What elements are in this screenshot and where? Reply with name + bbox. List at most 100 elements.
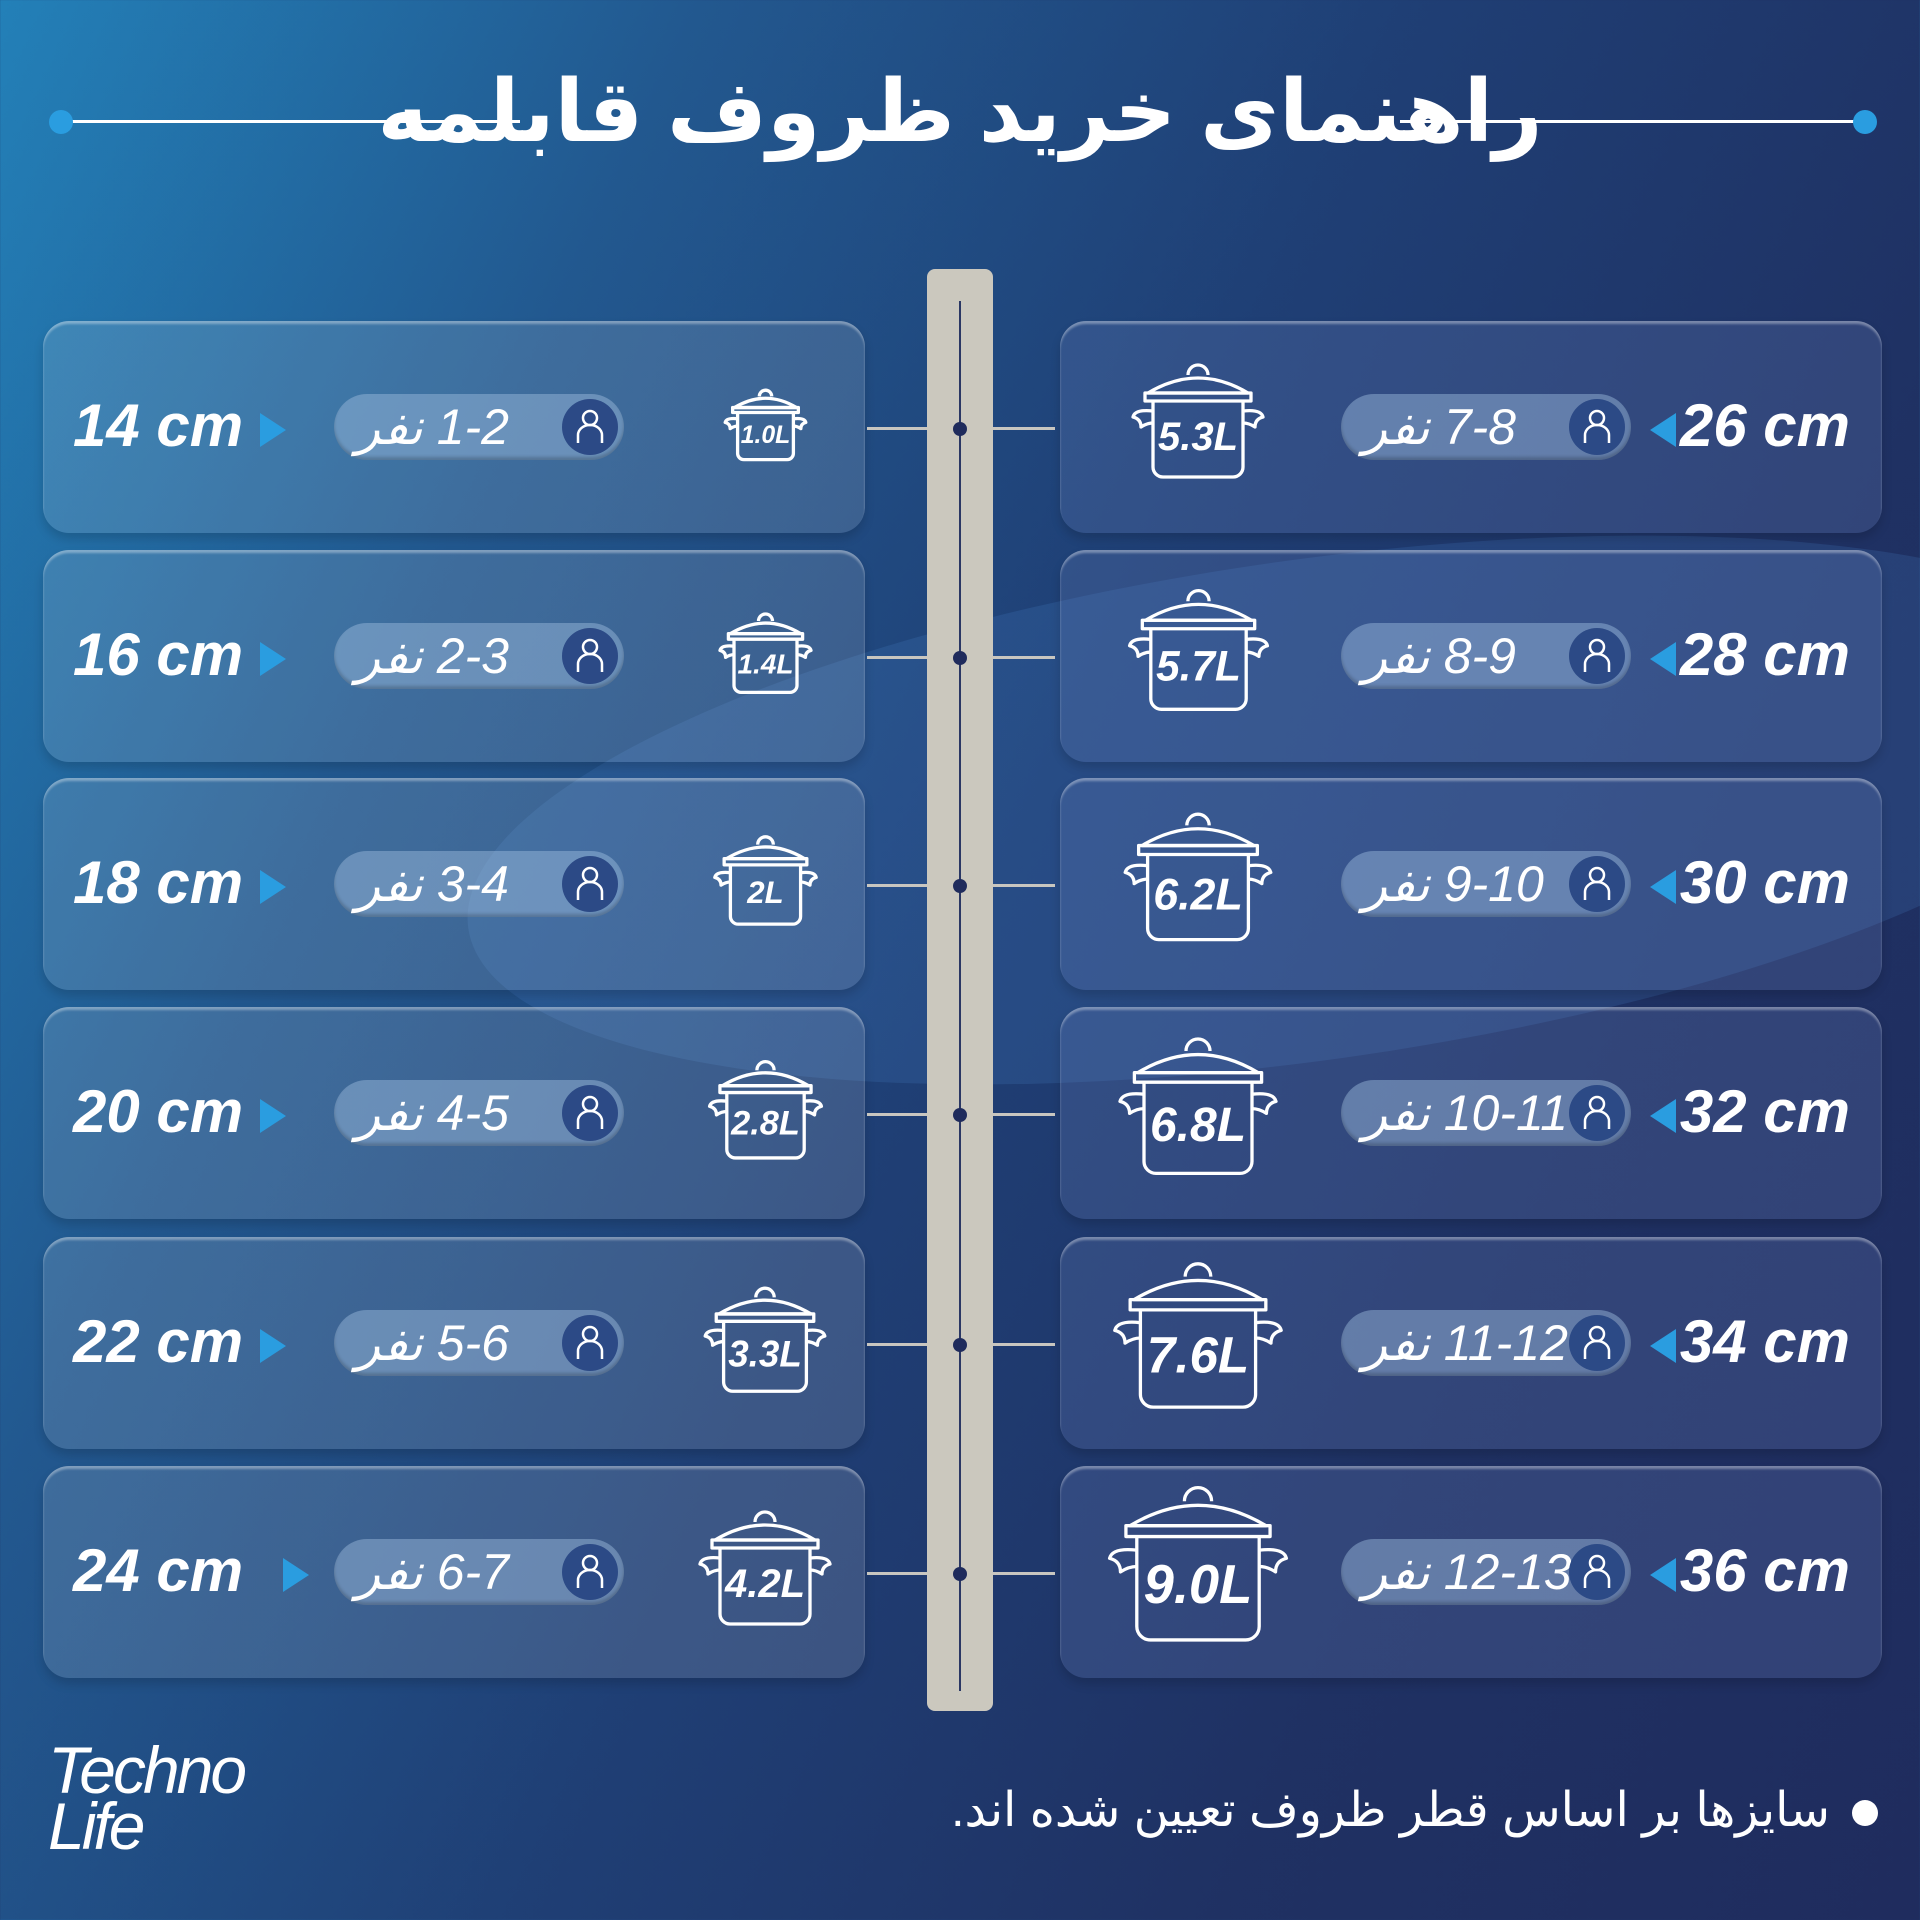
diameter-label: 18 cm <box>73 849 244 916</box>
triangle-arrow-icon <box>260 870 286 904</box>
size-card-right: 9.0L 12-13 نفر 36 cm <box>1060 1466 1882 1678</box>
servings-label: 4-5 نفر <box>356 1085 509 1141</box>
pot-volume-label: 7.6L <box>1147 1326 1249 1383</box>
diameter-label: 36 cm <box>1679 1537 1850 1604</box>
connector-line <box>867 884 927 887</box>
pot-volume-label: 6.2L <box>1153 870 1243 920</box>
techno-life-logo: Techno Life <box>48 1733 247 1863</box>
pot-volume-label: 3.3L <box>728 1333 802 1374</box>
page-title-text: راهنمای خرید ظروف قابلمه <box>377 64 1543 160</box>
pot-volume-label: 5.7L <box>1156 642 1241 689</box>
person-icon <box>562 399 618 455</box>
connector-line <box>867 1572 927 1575</box>
size-card-right: 5.3L 7-8 نفر 26 cm <box>1060 321 1882 533</box>
servings-pill: 12-13 نفر <box>1341 1539 1631 1605</box>
servings-label: 5-6 نفر <box>356 1315 509 1371</box>
footnote: سایزها بر اساس قطر ظروف تعیین شده اند. <box>951 1784 1830 1837</box>
person-icon <box>562 1085 618 1141</box>
page-title: راهنمای خرید ظروف قابلمه <box>0 62 1920 162</box>
person-icon <box>562 1315 618 1371</box>
person-icon <box>562 1544 618 1600</box>
person-icon <box>1569 856 1625 912</box>
pillar-node <box>953 422 967 436</box>
pillar-node <box>953 651 967 665</box>
servings-label: 7-8 نفر <box>1363 399 1516 455</box>
pot-icon: 1.0L <box>719 384 812 470</box>
pot-icon: 6.2L <box>1114 803 1282 954</box>
pillar-node <box>953 1338 967 1352</box>
pot-icon: 2L <box>707 829 824 935</box>
size-card-left: 20 cm 4-5 نفر 2.8L <box>43 1007 865 1219</box>
servings-label: 12-13 نفر <box>1363 1544 1572 1600</box>
size-card-right: 6.8L 10-11 نفر 32 cm <box>1060 1007 1882 1219</box>
person-icon <box>562 628 618 684</box>
diameter-label: 22 cm <box>73 1308 244 1375</box>
pillar-node <box>953 1108 967 1122</box>
title-line-left <box>70 120 520 123</box>
servings-pill: 7-8 نفر <box>1341 394 1631 460</box>
servings-pill: 5-6 نفر <box>334 1310 624 1376</box>
connector-line <box>867 1343 927 1346</box>
triangle-arrow-icon <box>1650 1329 1676 1363</box>
diameter-label: 16 cm <box>73 621 244 688</box>
diameter-label: 24 cm <box>73 1537 244 1604</box>
logo-line2: Life <box>48 1789 145 1863</box>
servings-label: 2-3 نفر <box>356 628 509 684</box>
connector-line <box>993 884 1055 887</box>
pot-icon: 5.7L <box>1119 580 1278 723</box>
servings-pill: 2-3 نفر <box>334 623 624 689</box>
size-card-left: 24 cm 6-7 نفر 4.2L <box>43 1466 865 1678</box>
triangle-arrow-icon <box>260 413 286 447</box>
person-icon <box>1569 1544 1625 1600</box>
servings-pill: 8-9 نفر <box>1341 623 1631 689</box>
bullet-icon <box>1852 1800 1878 1826</box>
diameter-label: 14 cm <box>73 392 244 459</box>
servings-label: 10-11 نفر <box>1363 1085 1568 1141</box>
pot-volume-label: 1.0L <box>740 421 790 448</box>
pillar-node <box>953 1567 967 1581</box>
triangle-arrow-icon <box>283 1558 309 1592</box>
connector-line <box>993 1572 1055 1575</box>
triangle-arrow-icon <box>260 1099 286 1133</box>
servings-pill: 6-7 نفر <box>334 1539 624 1605</box>
triangle-arrow-icon <box>1650 1558 1676 1592</box>
size-card-right: 7.6L 11-12 نفر 34 cm <box>1060 1237 1882 1449</box>
pillar-node <box>953 879 967 893</box>
servings-pill: 11-12 نفر <box>1341 1310 1631 1376</box>
pot-volume-label: 5.3L <box>1158 415 1238 459</box>
connector-line <box>867 656 927 659</box>
servings-pill: 1-2 نفر <box>334 394 624 460</box>
servings-pill: 4-5 نفر <box>334 1080 624 1146</box>
connector-line <box>867 427 927 430</box>
person-icon <box>562 856 618 912</box>
size-card-left: 22 cm 5-6 نفر 3.3L <box>43 1237 865 1449</box>
size-card-left: 18 cm 3-4 نفر 2L <box>43 778 865 990</box>
servings-pill: 10-11 نفر <box>1341 1080 1631 1146</box>
connector-line <box>993 1343 1055 1346</box>
pot-icon: 2.8L <box>701 1053 830 1170</box>
servings-label: 3-4 نفر <box>356 856 509 912</box>
servings-label: 11-12 نفر <box>1363 1315 1568 1371</box>
triangle-arrow-icon <box>260 1329 286 1363</box>
person-icon <box>1569 628 1625 684</box>
connector-line <box>993 1113 1055 1116</box>
diameter-label: 20 cm <box>73 1078 244 1145</box>
logo-line1: Techno <box>48 1733 247 1807</box>
connector-line <box>867 1113 927 1116</box>
title-dot-right <box>1853 110 1877 134</box>
diameter-label: 32 cm <box>1679 1078 1850 1145</box>
diameter-label: 34 cm <box>1679 1308 1850 1375</box>
connector-line <box>993 427 1055 430</box>
size-card-left: 16 cm 2-3 نفر 1.4L <box>43 550 865 762</box>
servings-label: 9-10 نفر <box>1363 856 1544 912</box>
pot-volume-label: 4.2L <box>724 1562 805 1606</box>
diameter-label: 28 cm <box>1679 621 1850 688</box>
triangle-arrow-icon <box>1650 870 1676 904</box>
person-icon <box>1569 399 1625 455</box>
title-line-right <box>1400 120 1860 123</box>
pillar-line <box>959 301 961 1691</box>
servings-pill: 3-4 نفر <box>334 851 624 917</box>
person-icon <box>1569 1315 1625 1371</box>
size-card-right: 6.2L 9-10 نفر 30 cm <box>1060 778 1882 990</box>
pot-icon: 5.3L <box>1123 355 1273 490</box>
